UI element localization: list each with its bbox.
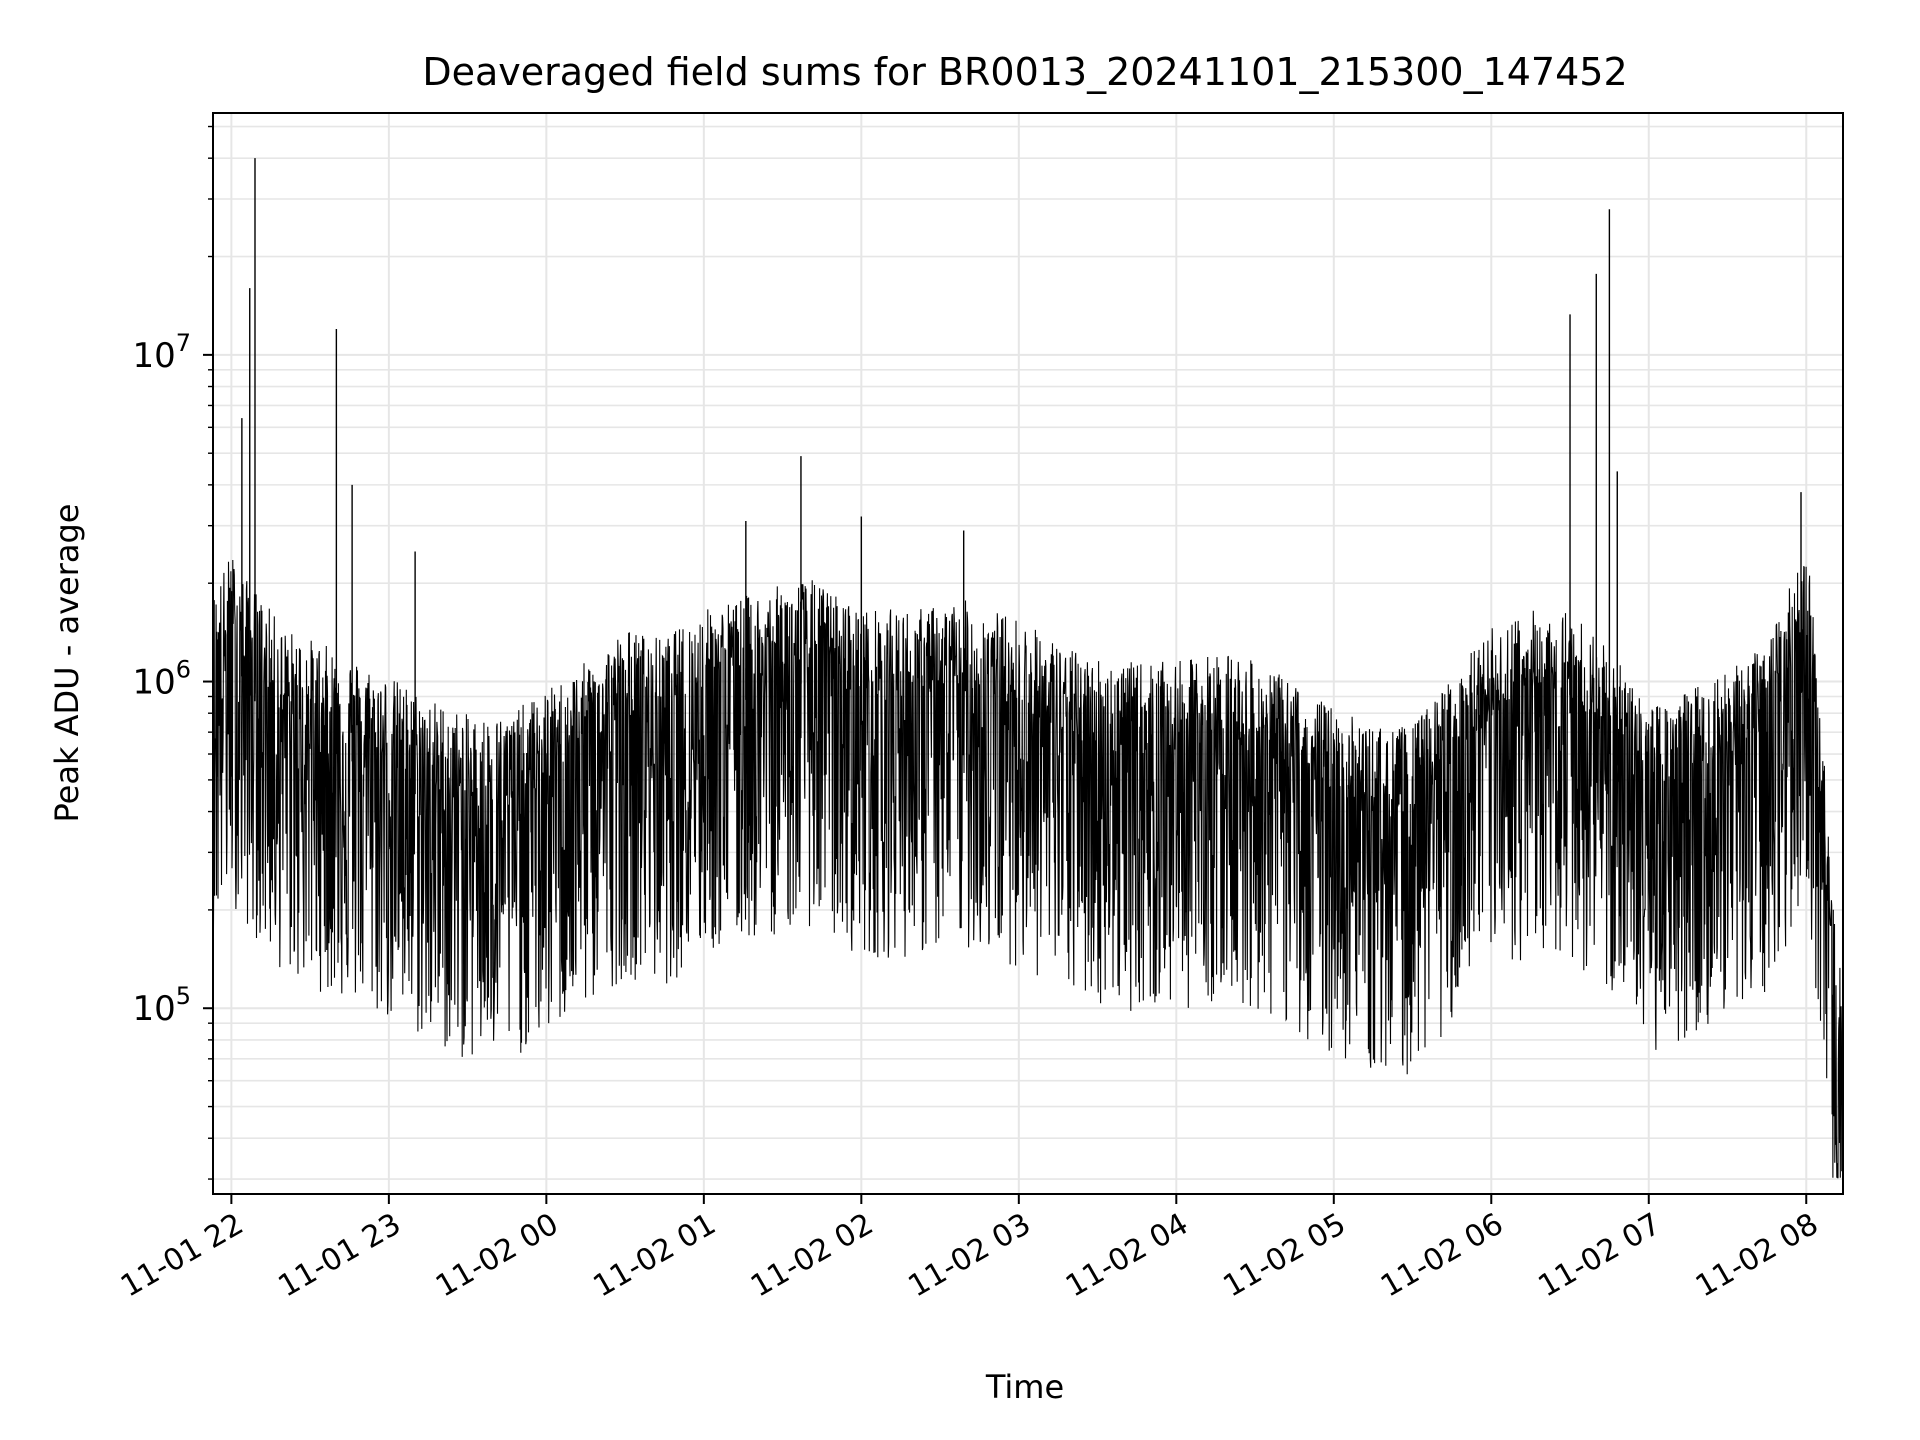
y-tick-base: 10 bbox=[132, 663, 175, 703]
series-line bbox=[213, 559, 1843, 1179]
y-axis-label: Peak ADU - average bbox=[48, 504, 86, 823]
y-tick-exponent: 6 bbox=[176, 656, 191, 684]
axes-frame bbox=[212, 112, 1844, 1195]
x-tick-label: 11-02 05 bbox=[1217, 1207, 1351, 1305]
y-tick-exponent: 5 bbox=[176, 982, 191, 1010]
x-tick-label: 11-02 07 bbox=[1532, 1207, 1666, 1305]
x-tick-label: 11-02 01 bbox=[588, 1207, 722, 1305]
y-tick-label: 105 bbox=[132, 982, 191, 1029]
y-tick-exponent: 7 bbox=[176, 329, 191, 357]
x-tick-label: 11-02 06 bbox=[1375, 1207, 1509, 1305]
chart-title: Deaveraged field sums for BR0013_2024110… bbox=[422, 50, 1627, 94]
y-tick-base: 10 bbox=[132, 989, 175, 1029]
x-tick-label: 11-02 03 bbox=[902, 1207, 1036, 1305]
x-tick-label: 11-01 23 bbox=[273, 1207, 407, 1305]
x-tick-label: 11-01 22 bbox=[115, 1207, 249, 1305]
x-tick-label: 11-02 02 bbox=[745, 1207, 879, 1305]
x-tick-label: 11-02 00 bbox=[430, 1207, 564, 1305]
y-tick-base: 10 bbox=[132, 336, 175, 376]
y-tick-label: 107 bbox=[132, 329, 191, 376]
x-axis-label: Time bbox=[985, 1368, 1064, 1406]
y-tick-label: 106 bbox=[132, 656, 191, 703]
plot-area bbox=[213, 158, 1843, 1179]
x-tick-label: 11-02 04 bbox=[1060, 1207, 1194, 1305]
x-axis: 11-01 22 11-01 23 11-02 00 11-02 01 11-02 02… bbox=[115, 1194, 1824, 1304]
x-tick-label: 11-02 08 bbox=[1690, 1207, 1824, 1305]
